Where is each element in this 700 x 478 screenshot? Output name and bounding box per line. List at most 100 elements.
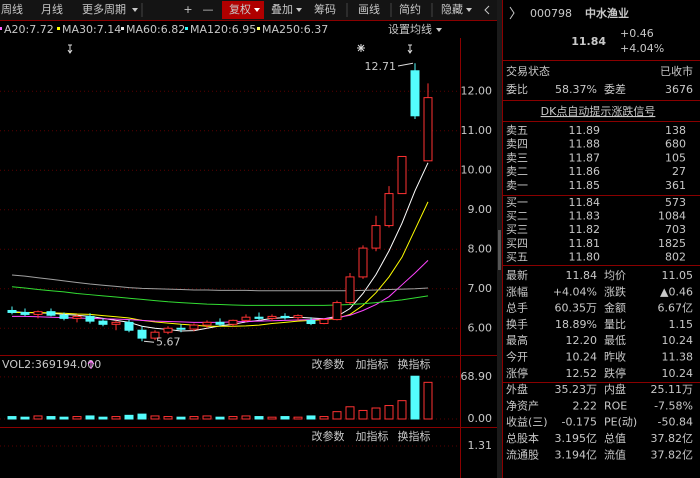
toolbar-button[interactable]: 画线: [358, 2, 380, 16]
annotation-arrow: [397, 62, 414, 67]
stat-value: 3.194亿: [555, 448, 598, 461]
volume-bar: [150, 415, 160, 420]
status-label: 交易状态: [506, 64, 550, 78]
volume-bar: [228, 416, 238, 420]
book-label: 卖四: [506, 138, 528, 151]
y-tick-label: 1.31: [468, 439, 493, 452]
stat-value: 1.15: [669, 318, 694, 331]
candle-body: [267, 315, 277, 319]
volume-bar: [111, 416, 121, 420]
book-price: 11.88: [569, 138, 601, 151]
ma-settings[interactable]: 设置均线: [388, 22, 432, 36]
toolbar-button[interactable]: 隐藏: [441, 3, 463, 16]
book-label: 买五: [506, 250, 528, 263]
toolbar-button[interactable]: 叠加: [271, 3, 293, 16]
dropdown-arrow: [132, 8, 138, 12]
signal-link[interactable]: DK点自动提示涨跌信号: [541, 104, 656, 118]
stat-label: 净资产: [506, 398, 539, 412]
book-label: 买二: [506, 210, 528, 223]
toolbar-button[interactable]: 简约: [399, 2, 421, 16]
stat-value: 60.35万: [555, 302, 598, 315]
panel-button[interactable]: 改参数: [312, 357, 345, 371]
marker: [407, 44, 413, 54]
ma-label: MA60:6.82: [126, 23, 185, 36]
book-price: 11.83: [569, 210, 601, 223]
panel-button[interactable]: 换指标: [398, 429, 431, 443]
candle-body: [85, 315, 95, 322]
annotation-arrow: [143, 340, 155, 343]
stat-value: 12.52: [566, 367, 598, 380]
volume-title: VOL2:369194.000: [2, 358, 101, 371]
candle-body: [371, 225, 381, 249]
stat-value: 25.11万: [651, 383, 694, 396]
candle-body: [46, 311, 56, 316]
book-volume: 1825: [658, 237, 686, 250]
volume-bar: [176, 416, 186, 420]
nav-arrow[interactable]: [509, 6, 515, 20]
stat-value: ▲0.46: [660, 285, 693, 298]
candle-body: [98, 320, 108, 325]
toolbar-button[interactable]: 更多周期: [82, 2, 126, 16]
stat-label: 涨停: [506, 366, 528, 380]
status-value: 已收市: [660, 64, 693, 78]
marker: [357, 44, 365, 52]
toolbar-button[interactable]: —: [203, 3, 214, 16]
toolbar-button[interactable]: 复权: [229, 2, 251, 16]
nav-arrow[interactable]: [484, 5, 490, 15]
candle-body: [345, 276, 355, 304]
toolbar-button[interactable]: 月线: [41, 2, 63, 16]
book-price: 11.89: [569, 124, 601, 137]
scroll-thumb[interactable]: [498, 230, 501, 270]
panel-button[interactable]: 加指标: [356, 357, 389, 371]
y-tick-label: 11.00: [461, 124, 493, 137]
book-volume: 802: [665, 250, 686, 263]
book-price: 11.82: [569, 223, 601, 236]
candle-body: [215, 321, 225, 325]
y-tick-label: 68.90: [461, 370, 493, 383]
stock-name: 中水渔业: [585, 6, 629, 20]
change: +0.46: [620, 27, 654, 40]
book-volume: 138: [665, 124, 686, 137]
dropdown-arrow: [466, 8, 472, 12]
low-label: 5.67: [156, 335, 181, 348]
volume-bar: [345, 406, 355, 420]
candle-body: [59, 314, 69, 319]
book-label: 卖五: [506, 124, 528, 137]
stat-label: 最新: [506, 268, 528, 282]
candle-body: [72, 315, 82, 319]
stat-label: ROE: [604, 399, 627, 412]
stat-value: 2.22: [573, 399, 598, 412]
candle-body: [137, 329, 147, 339]
candle-body: [33, 311, 43, 315]
stat-label: 跌停: [604, 366, 626, 380]
stat-value: 3.195亿: [555, 432, 598, 445]
ma-swatch: [57, 27, 60, 30]
book-label: 卖三: [506, 151, 528, 164]
candle-body: [358, 247, 368, 278]
ma-swatch: [185, 27, 188, 30]
candle-body: [280, 315, 290, 319]
volume-bar: [410, 375, 420, 420]
stat-value: 11.05: [662, 269, 694, 282]
candle-body: [397, 155, 407, 195]
book-volume: 361: [665, 179, 686, 192]
stat-value: 37.82亿: [651, 432, 694, 445]
toolbar-button[interactable]: 筹码: [314, 2, 336, 16]
book-label: 买一: [506, 196, 528, 209]
volume-bar: [59, 416, 69, 420]
volume-bar: [332, 411, 342, 420]
stat-label: 总手: [506, 301, 528, 315]
ma-label: MA120:6.95: [190, 23, 256, 36]
panel-button[interactable]: 加指标: [356, 429, 389, 443]
book-volume: 105: [665, 151, 686, 164]
stat-label: 量比: [604, 318, 626, 331]
candle-body: [423, 97, 433, 162]
panel-button[interactable]: 改参数: [312, 429, 345, 443]
toolbar-button[interactable]: +: [183, 3, 192, 16]
ma-label: A20:7.72: [4, 23, 54, 36]
volume-bar: [384, 405, 394, 420]
volume-bar: [293, 416, 303, 420]
panel-button[interactable]: 换指标: [398, 357, 431, 371]
toolbar-button[interactable]: 周线: [1, 2, 23, 16]
